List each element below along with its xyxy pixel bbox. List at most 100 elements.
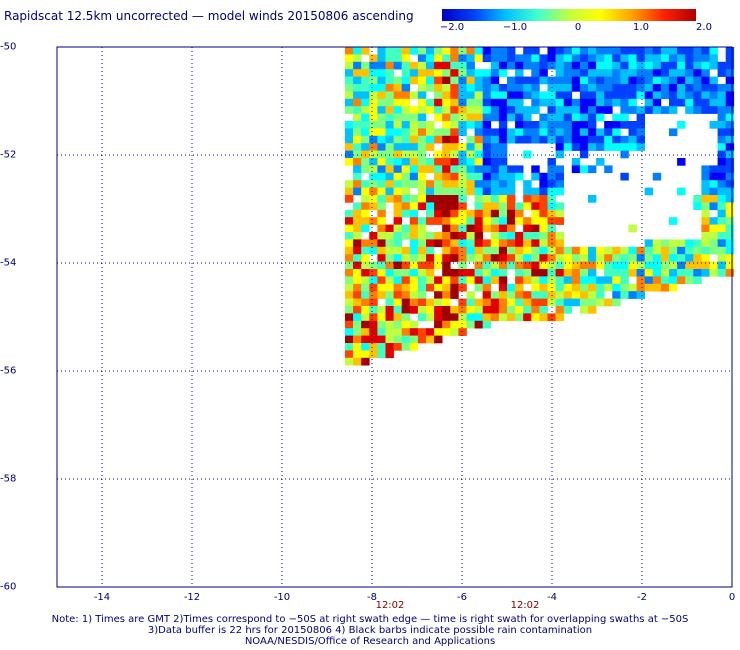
wind-cell (628, 291, 637, 299)
wind-cell (417, 276, 427, 285)
wind-cell (385, 106, 394, 114)
wind-cell (539, 172, 548, 181)
wind-cell (677, 261, 686, 270)
wind-cell (458, 128, 467, 137)
wind-cell (693, 84, 702, 92)
wind-cell (596, 254, 605, 262)
wind-cell (417, 91, 427, 100)
wind-cell (426, 246, 435, 255)
wind-cell (401, 328, 411, 336)
wind-cell (579, 113, 589, 122)
wind-cell (393, 320, 402, 329)
wind-cell (498, 61, 508, 70)
wind-cell (466, 91, 475, 100)
wind-cell (717, 246, 726, 255)
wind-cell (417, 84, 427, 92)
wind-cell (377, 150, 386, 159)
wind-cell (604, 283, 613, 292)
wind-cell (474, 76, 483, 85)
wind-cell (377, 135, 386, 144)
wind-cell (369, 143, 378, 151)
wind-cell (685, 106, 694, 114)
wind-cell (450, 54, 459, 63)
wind-cell (725, 150, 735, 159)
wind-cell (417, 158, 427, 166)
wind-cell (474, 165, 483, 174)
wind-cell (369, 283, 378, 292)
wind-cell (660, 69, 670, 77)
wind-cell (539, 306, 548, 314)
wind-cell (515, 113, 524, 122)
wind-cell (401, 76, 411, 85)
wind-cell (458, 246, 467, 255)
wind-cell (725, 54, 735, 63)
wind-cell (628, 121, 637, 129)
wind-cell (409, 113, 419, 122)
wind-cell (482, 135, 492, 144)
wind-cell (393, 54, 402, 63)
wind-cell (474, 261, 483, 270)
wind-cell (669, 106, 678, 114)
wind-cell (539, 224, 548, 233)
wind-cell (482, 165, 492, 174)
wind-cell (531, 187, 540, 196)
wind-cell (442, 320, 451, 329)
wind-cell (345, 239, 354, 248)
wind-cell (709, 180, 718, 188)
wind-cell (466, 54, 475, 63)
wind-cell (377, 84, 386, 92)
wind-cell (660, 254, 670, 262)
wind-cell (498, 172, 508, 181)
wind-cell (369, 313, 378, 322)
wind-cell (725, 113, 735, 122)
wind-cell (628, 143, 637, 151)
wind-cell (377, 261, 386, 270)
wind-cell (498, 261, 508, 270)
wind-cell (515, 84, 524, 92)
wind-cell (490, 254, 500, 262)
wind-difference-cells (345, 47, 735, 366)
wind-cell (393, 291, 402, 299)
wind-cell (458, 298, 467, 307)
wind-cell (466, 269, 475, 277)
wind-cell (652, 84, 662, 92)
wind-cell (450, 91, 459, 100)
wind-cell (401, 91, 411, 100)
map-frame (56, 46, 733, 588)
wind-cell (507, 84, 516, 92)
wind-cell (579, 135, 589, 144)
wind-cell (539, 91, 548, 100)
wind-cell (345, 76, 354, 85)
wind-cell (385, 61, 394, 70)
wind-cell (353, 283, 362, 292)
wind-cell (345, 158, 354, 166)
wind-cell (409, 61, 419, 70)
wind-cell (725, 135, 735, 144)
wind-cell (644, 76, 654, 85)
wind-cell (571, 121, 581, 129)
wind-cell (401, 187, 411, 196)
wind-cell (717, 84, 726, 92)
wind-cell (628, 283, 637, 292)
wind-cell (531, 84, 540, 92)
wind-cell (409, 217, 419, 225)
wind-cell (369, 232, 378, 240)
wind-cell (596, 91, 605, 100)
latitude-label: -54 (0, 257, 17, 269)
wind-cell (604, 261, 613, 270)
wind-cell (588, 306, 597, 314)
wind-cell (498, 113, 508, 122)
wind-cell (555, 187, 564, 196)
wind-cell (361, 357, 370, 366)
wind-cell (563, 254, 573, 262)
wind-cell (515, 283, 524, 292)
wind-cell (515, 261, 524, 270)
wind-cell (685, 47, 694, 55)
wind-cell (369, 91, 378, 100)
wind-cell (401, 306, 411, 314)
wind-cell (685, 239, 694, 248)
wind-cell (660, 61, 670, 70)
wind-cell (434, 291, 443, 299)
wind-cell (417, 113, 427, 122)
wind-cell (588, 261, 597, 270)
